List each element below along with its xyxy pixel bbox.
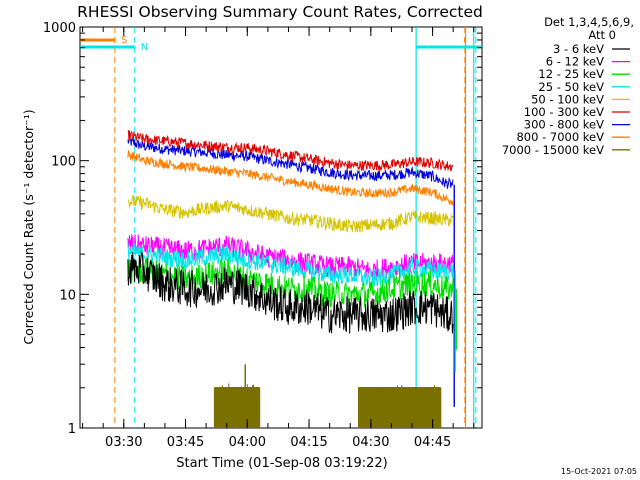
x-axis-label: Start Time (01-Sep-08 03:19:22): [176, 456, 387, 471]
legend-label: 7000 - 15000 keV: [502, 143, 604, 157]
burst-bars: [358, 385, 442, 428]
legend-header-line-2: Att 0: [588, 28, 616, 42]
chart-title: RHESSI Observing Summary Count Rates, Co…: [77, 3, 483, 21]
flag-markers: SN: [80, 27, 482, 428]
burst-layer: [213, 364, 442, 428]
series-line: [127, 242, 454, 287]
legend-header-line-1: Det 1,3,4,5,6,9,: [544, 15, 634, 29]
series-layer: [127, 129, 457, 407]
burst-bars: [213, 383, 261, 428]
series-line: [127, 150, 454, 206]
y-tick-label: 1: [68, 422, 76, 437]
x-tick-label: 04:00: [229, 435, 266, 450]
legend-label: 12 - 25 keV: [538, 67, 604, 81]
plot-frame: [79, 26, 483, 429]
y-tick-label: 10: [59, 288, 76, 303]
x-tick-label: 03:30: [105, 435, 142, 450]
legend-label: 800 - 7000 keV: [516, 130, 604, 144]
x-axis: 03:30 03:45 04:00 04:15 04:30 04:45: [82, 27, 475, 450]
y-tick-label: 1000: [43, 21, 76, 36]
series-line: [127, 129, 454, 172]
x-tick-label: 04:30: [352, 435, 389, 450]
series-line: [127, 195, 454, 233]
legend-label: 50 - 100 keV: [531, 92, 604, 106]
y-tick-label: 100: [51, 155, 76, 170]
legend-label: 25 - 50 keV: [538, 80, 604, 94]
legend-label: 6 - 12 keV: [546, 55, 604, 69]
x-tick-label: 03:45: [167, 435, 204, 450]
legend-label: 100 - 300 keV: [524, 105, 604, 119]
x-tick-label: 04:45: [414, 435, 451, 450]
legend-label: 3 - 6 keV: [553, 42, 604, 56]
flag-label: S: [121, 35, 127, 46]
legend-label: 300 - 800 keV: [524, 118, 604, 132]
y-axis-label: Corrected Count Rate (s⁻¹ detector⁻¹): [21, 109, 36, 344]
series-line: [127, 251, 454, 334]
series-line: [127, 136, 454, 189]
flag-label: N: [141, 42, 148, 53]
x-tick-label: 04:15: [290, 435, 327, 450]
y-axis: 1 10 100 1000: [43, 21, 482, 437]
timestamp: 15-Oct-2021 07:05: [561, 467, 637, 476]
